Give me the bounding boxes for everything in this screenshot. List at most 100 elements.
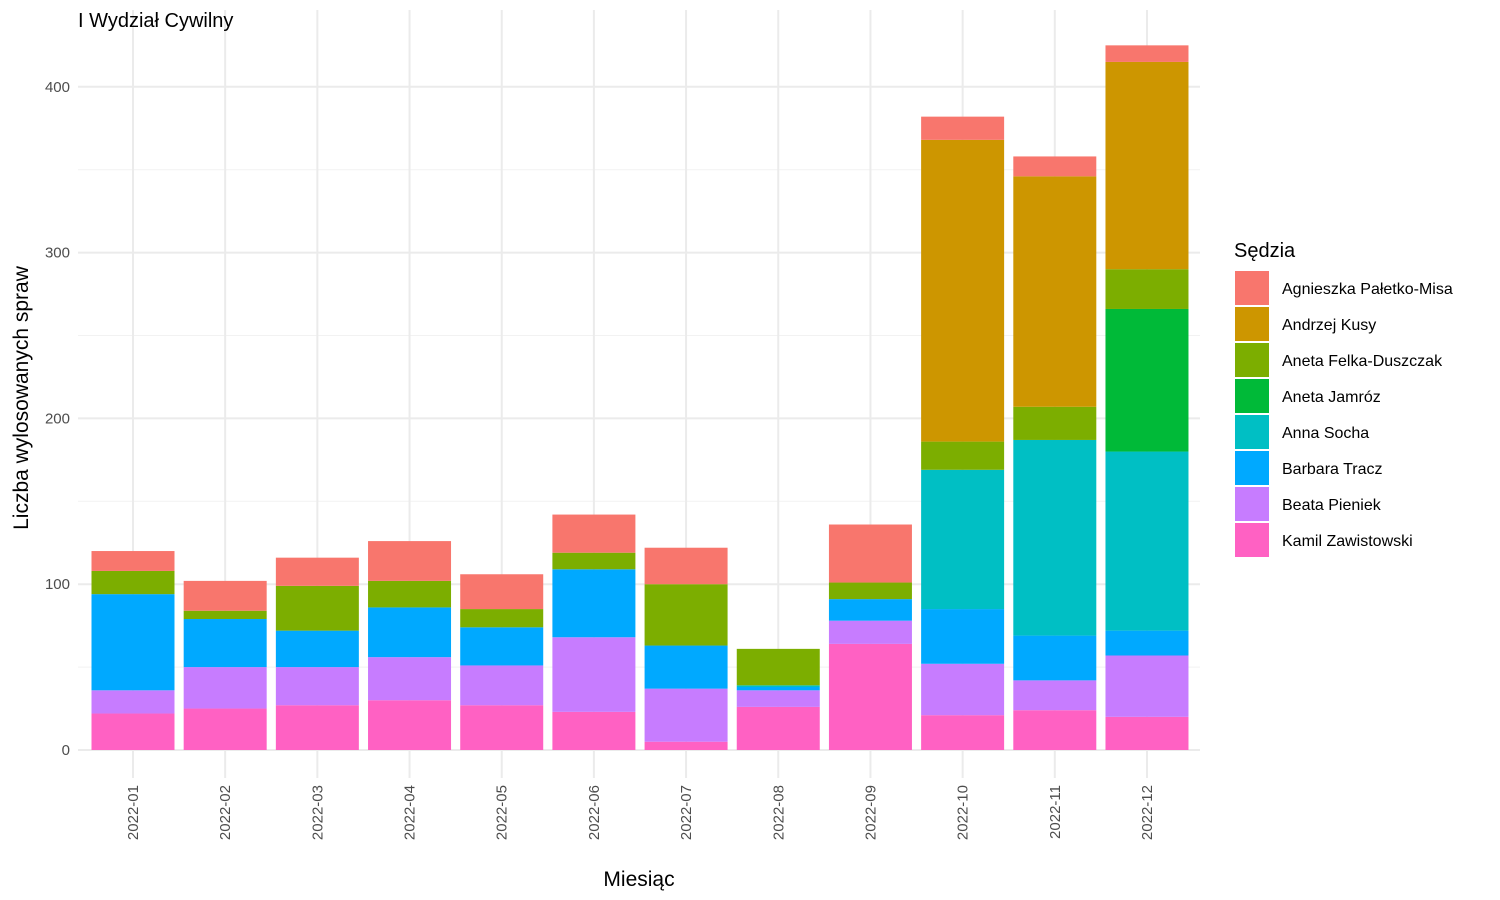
bar-segment (828, 620, 912, 644)
bar-segment (91, 570, 175, 595)
bar-segment (644, 741, 728, 750)
bar-segment (552, 711, 636, 750)
bar-segment (368, 700, 452, 750)
x-axis-ticks: 2022-01 2022-02 2022-03 2022-04 2022-05 2022-… (125, 785, 1156, 840)
bar-segment (368, 657, 452, 701)
bar-segment (1105, 451, 1189, 631)
bar-segment (275, 585, 359, 631)
bar-segment (1105, 61, 1189, 270)
bar-segment (1013, 439, 1097, 636)
bar-segment (1013, 635, 1097, 681)
bar-segment (921, 469, 1005, 610)
y-tick-label: 400 (45, 79, 70, 96)
bar-segment (736, 686, 820, 691)
bar-segment (644, 645, 728, 689)
bar-segment (91, 690, 175, 714)
legend-key (1235, 451, 1269, 485)
legend-label: Agnieszka Pałetko-Misa (1282, 281, 1453, 298)
bar-segment (1013, 156, 1097, 177)
x-tick-label: 2022-05 (494, 785, 511, 840)
legend-label: Barbara Tracz (1282, 461, 1382, 478)
bar-segment (736, 706, 820, 750)
bar-segment (921, 663, 1005, 716)
bar-segment (183, 610, 267, 620)
x-tick-label: 2022-09 (862, 785, 879, 840)
bar-segment (1105, 716, 1189, 750)
legend-key (1235, 487, 1269, 521)
bar-segment (460, 627, 544, 666)
bar-segment (736, 685, 820, 687)
y-tick-label: 100 (45, 576, 70, 593)
legend-label: Anna Socha (1282, 425, 1369, 442)
legend-label: Aneta Jamróz (1282, 389, 1381, 406)
bar-segment (275, 557, 359, 586)
bar-segment (91, 551, 175, 571)
bar-segment (828, 524, 912, 583)
legend-key (1235, 523, 1269, 557)
bar-segment (736, 648, 820, 686)
x-tick-label: 2022-03 (309, 785, 326, 840)
bar-segment (828, 582, 912, 600)
bar-segment (183, 667, 267, 709)
bar-segment (1013, 680, 1097, 711)
x-tick-label: 2022-08 (770, 785, 787, 840)
bar-segment (275, 630, 359, 668)
y-tick-label: 200 (45, 410, 70, 427)
bar-segment (1013, 406, 1097, 440)
bar-segment (460, 609, 544, 628)
legend-key (1235, 415, 1269, 449)
bar-segment (552, 569, 636, 638)
bar-segment (1105, 630, 1189, 656)
legend-key (1235, 307, 1269, 341)
bar-segment (736, 690, 820, 707)
bar-segment (1105, 269, 1189, 309)
x-tick-label: 2022-07 (678, 785, 695, 840)
bar-segment (1105, 308, 1189, 452)
x-tick-label: 2022-02 (217, 785, 234, 840)
x-tick-label: 2022-12 (1139, 785, 1156, 840)
x-tick-label: 2022-01 (125, 785, 142, 840)
bar-segment (1105, 655, 1189, 717)
bar-segment (921, 139, 1005, 442)
x-tick-label: 2022-06 (586, 785, 603, 840)
legend-title: Sędzia (1234, 240, 1296, 262)
x-tick-label: 2022-11 (1047, 785, 1064, 839)
bar-segment (91, 713, 175, 750)
legend-key (1235, 343, 1269, 377)
x-axis-title: Miesiąc (603, 868, 674, 891)
legend-label: Aneta Felka-Duszczak (1282, 353, 1443, 370)
bar-segment (644, 584, 728, 646)
bar-segment (1105, 45, 1189, 62)
bar-segment (1013, 710, 1097, 750)
y-axis-title: Liczba wylosowanych spraw (10, 265, 33, 530)
bar-segment (460, 574, 544, 610)
bar-segment (275, 667, 359, 706)
bar-segment (828, 599, 912, 621)
bar-segment (552, 514, 636, 553)
chart-title: I Wydział Cywilny (78, 10, 233, 32)
legend-key (1235, 271, 1269, 305)
bar-segment (183, 708, 267, 750)
bar-segment (552, 552, 636, 570)
bar-segment (1013, 176, 1097, 407)
bar-segment (921, 715, 1005, 750)
bar-segment (460, 705, 544, 750)
bar-segment (921, 441, 1005, 470)
bar-segment (368, 580, 452, 608)
bar-segment (921, 609, 1005, 664)
y-axis-ticks: 0 100 200 300 400 (45, 79, 70, 759)
y-tick-label: 300 (45, 245, 70, 262)
bar-segment (275, 705, 359, 750)
bar-segment (183, 619, 267, 668)
bar-segment (644, 688, 728, 742)
y-tick-label: 0 (62, 742, 70, 759)
bar-segment (460, 665, 544, 706)
legend: Sędzia Agnieszka Pałetko-Misa Andrzej Kus… (1234, 240, 1453, 557)
legend-key (1235, 379, 1269, 413)
bar-segment (91, 594, 175, 691)
bar-segment (921, 116, 1005, 140)
bar-segment (183, 580, 267, 611)
bar-segment (644, 547, 728, 585)
bars (91, 45, 1189, 750)
